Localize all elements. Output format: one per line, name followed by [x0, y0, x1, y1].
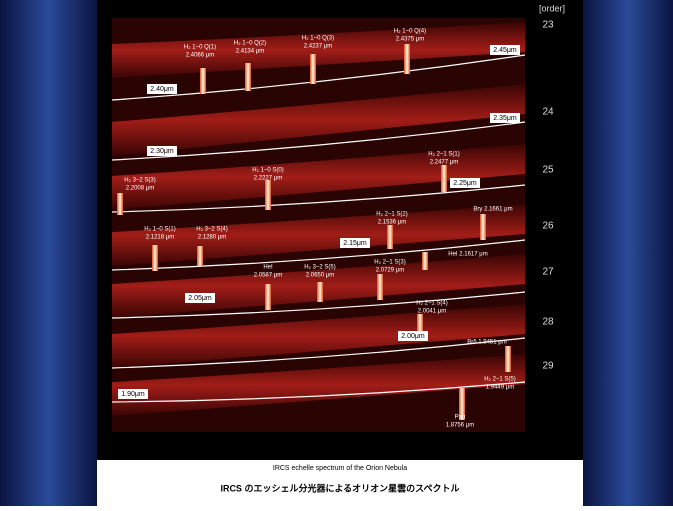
- line-label: H₂ 1−0 Q(2): [234, 41, 266, 47]
- order-number: 24: [542, 107, 554, 118]
- line-wavelength: 2.4134 μm: [236, 49, 264, 55]
- line-wavelength: 2.0041 μm: [418, 309, 446, 315]
- emission-line: [404, 44, 410, 74]
- marker-label: 2.15μm: [343, 240, 367, 247]
- emission-line: [377, 274, 383, 300]
- emission-line: [152, 245, 158, 271]
- line-label: Brγ 2.1661 μm: [473, 207, 512, 213]
- emission-line: [441, 165, 447, 192]
- emission-line: [310, 54, 316, 84]
- line-wavelength: 1.8756 μm: [446, 423, 474, 429]
- line-label: H₂ 1−0 Q(1): [184, 45, 216, 51]
- line-label: Brδ 1.9451 μm: [467, 340, 506, 346]
- line-label: H₂ 2−1 S(2): [376, 212, 408, 218]
- line-label: H₂ 3−2 S(5): [304, 265, 336, 271]
- slide: [order] IRCS echelle spectrum of the Ori…: [0, 0, 673, 506]
- caption-en: IRCS echelle spectrum of the Orion Nebul…: [273, 465, 407, 472]
- emission-line: [117, 193, 123, 215]
- line-wavelength: 2.4237 μm: [304, 44, 332, 50]
- order-number: 23: [542, 20, 554, 31]
- spectrum-image: [112, 18, 525, 432]
- right-panel: [583, 0, 673, 506]
- marker-label: 2.35μm: [493, 115, 517, 122]
- order-number: 26: [542, 221, 554, 232]
- line-wavelength: 2.2227 μm: [254, 176, 282, 182]
- line-wavelength: 2.0729 μm: [376, 268, 404, 274]
- line-label: H₂ 2−1 S(1): [428, 152, 460, 158]
- line-wavelength: 1.9449 μm: [486, 385, 514, 391]
- marker-label: 2.30μm: [150, 148, 174, 155]
- emission-line: [200, 68, 206, 94]
- line-wavelength: 2.2477 μm: [430, 160, 458, 166]
- line-label: HeI: [263, 265, 273, 271]
- order-number: 27: [542, 267, 554, 278]
- marker-label: 2.25μm: [453, 180, 477, 187]
- emission-line: [480, 214, 486, 240]
- line-label: H₂ 2−1 S(3): [374, 260, 406, 266]
- order-number: 29: [542, 361, 554, 372]
- line-label: H₂ 2−1 S(5): [484, 377, 516, 383]
- emission-line: [265, 284, 271, 310]
- line-label: H₂ 1−0 S(1): [144, 227, 176, 233]
- line-label: HeI 2.1617 μm: [448, 252, 487, 258]
- marker-label: 2.40μm: [150, 86, 174, 93]
- line-label: H₂ 1−0 Q(3): [302, 36, 334, 42]
- line-wavelength: 2.1218 μm: [146, 235, 174, 241]
- line-label: H₂ 1−0 S(0): [252, 168, 284, 174]
- order-number: 25: [542, 165, 554, 176]
- emission-line: [505, 346, 511, 372]
- line-wavelength: 2.0587 μm: [254, 273, 282, 279]
- emission-line: [245, 63, 251, 91]
- line-label: H₂ 3−2 S(3): [124, 178, 156, 184]
- line-label: Paα: [455, 415, 466, 421]
- emission-line: [387, 225, 393, 249]
- line-wavelength: 2.4066 μm: [186, 53, 214, 59]
- marker-label: 1.90μm: [121, 391, 145, 398]
- emission-line: [197, 246, 203, 266]
- line-wavelength: 2.2008 μm: [126, 186, 154, 192]
- marker-label: 2.05μm: [188, 295, 212, 302]
- line-label: H₂ 3−2 S(4): [196, 227, 228, 233]
- line-label: H₂ 2−1 S(4): [416, 301, 448, 307]
- line-label: H₂ 1−0 Q(4): [394, 29, 426, 35]
- emission-line: [265, 180, 271, 210]
- line-wavelength: 2.0650 μm: [306, 273, 334, 279]
- order-number: 28: [542, 317, 554, 328]
- marker-label: 2.00μm: [401, 333, 425, 340]
- order-header: [order]: [539, 3, 565, 13]
- marker-label: 2.45μm: [493, 47, 517, 54]
- caption-ja: IRCS のエッシェル分光器によるオリオン星雲のスペクトル: [220, 482, 459, 493]
- line-wavelength: 2.1536 μm: [378, 220, 406, 226]
- emission-line: [422, 252, 428, 270]
- line-wavelength: 2.1280 μm: [198, 235, 226, 241]
- left-panel: [0, 0, 97, 506]
- emission-line: [317, 282, 323, 302]
- line-wavelength: 2.4375 μm: [396, 37, 424, 43]
